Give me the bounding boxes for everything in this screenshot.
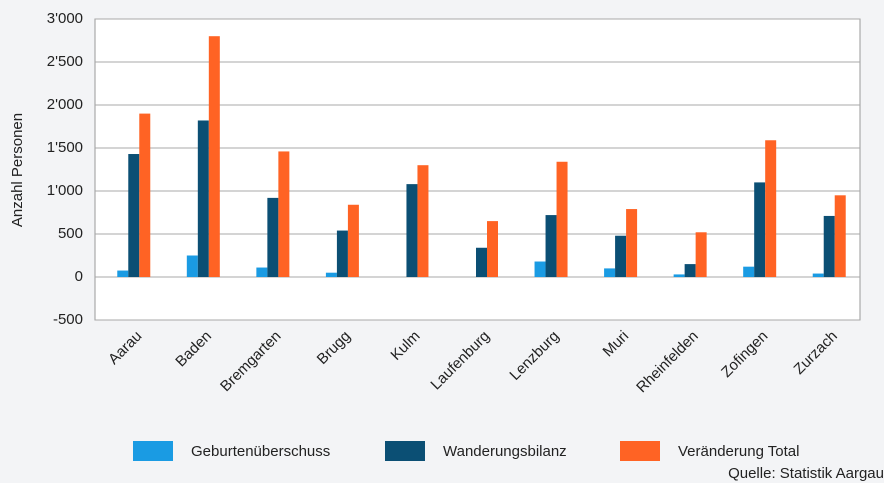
legend-label: Veränderung Total	[678, 443, 800, 460]
x-tick-label: Baden	[172, 328, 215, 371]
bar	[823, 215, 835, 277]
source: Quelle: Statistik Aargau	[728, 465, 884, 482]
bar	[117, 270, 129, 277]
x-tick-label: Lenzburg	[506, 328, 562, 384]
bar	[754, 182, 766, 277]
bar	[128, 154, 140, 277]
x-tick-label: Zofingen	[718, 328, 771, 381]
x-tick-label: Zurzach	[791, 328, 841, 378]
bar	[626, 209, 638, 277]
bar	[695, 232, 707, 277]
bar	[267, 197, 279, 277]
bar	[417, 165, 429, 277]
y-tick-label: 1'000	[47, 182, 83, 199]
bar	[208, 36, 220, 278]
legend-swatch	[385, 441, 425, 461]
y-tick-label: -500	[53, 311, 83, 328]
bar	[406, 184, 418, 277]
bar	[197, 120, 209, 277]
bar	[743, 266, 755, 277]
bar	[673, 274, 685, 277]
bar	[684, 264, 696, 277]
bar	[325, 272, 337, 277]
y-tick-label: 0	[75, 268, 83, 285]
legend-label: Wanderungsbilanz	[443, 443, 567, 460]
bar	[545, 215, 557, 277]
x-tick-label: Rheinfelden	[633, 328, 702, 397]
x-tick-label: Laufenburg	[427, 328, 493, 394]
bar	[139, 113, 151, 277]
bar	[186, 255, 198, 277]
bar	[347, 204, 359, 277]
legend-swatch	[620, 441, 660, 461]
bar	[256, 267, 268, 277]
bar	[278, 151, 290, 277]
bar	[615, 235, 627, 277]
x-tick-label: Brugg	[314, 328, 354, 368]
x-tick-label: Kulm	[387, 328, 423, 364]
x-tick-label: Muri	[600, 328, 633, 361]
bar	[487, 221, 498, 277]
bar	[812, 273, 824, 277]
y-axis-label: Anzahl Personen	[9, 113, 26, 227]
legend-swatch	[133, 441, 173, 461]
y-tick-label: 3'000	[47, 10, 83, 27]
legend-label: Geburtenüberschuss	[191, 443, 330, 460]
bar	[556, 161, 568, 277]
y-tick-label: 1'500	[47, 139, 83, 156]
bar	[476, 247, 487, 277]
bar	[765, 140, 777, 277]
bar	[834, 195, 846, 277]
y-tick-label: 500	[58, 225, 83, 242]
y-tick-label: 2'000	[47, 96, 83, 113]
y-tick-label: 2'500	[47, 53, 83, 70]
x-tick-label: Bremgarten	[217, 328, 284, 395]
x-tick-label: Aarau	[105, 328, 145, 368]
bar	[604, 268, 616, 277]
bar	[336, 230, 348, 277]
bar	[534, 261, 546, 277]
